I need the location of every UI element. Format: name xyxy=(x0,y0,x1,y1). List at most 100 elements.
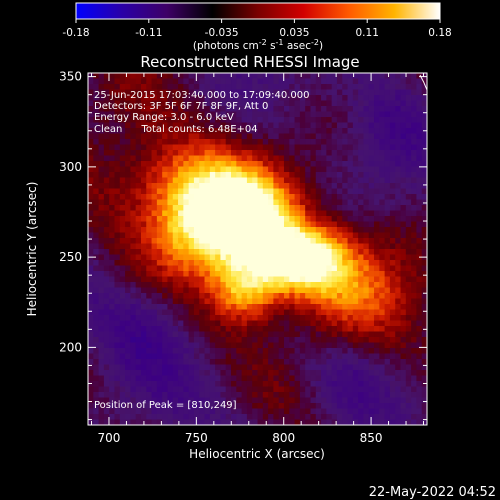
heatmap-cell xyxy=(305,232,312,239)
heatmap-cell xyxy=(262,370,269,377)
heatmap-cell xyxy=(395,117,402,124)
heatmap-cell xyxy=(199,309,206,316)
heatmap-cell xyxy=(368,155,375,162)
heatmap-cell xyxy=(395,106,402,113)
heatmap-cell xyxy=(135,111,142,118)
heatmap-cell xyxy=(411,386,418,393)
heatmap-cell xyxy=(379,408,386,415)
heatmap-cell xyxy=(363,408,370,415)
heatmap-cell xyxy=(252,320,259,327)
heatmap-cell xyxy=(342,205,349,212)
heatmap-cell xyxy=(310,183,317,190)
heatmap-cell xyxy=(151,403,158,410)
heatmap-cell xyxy=(140,337,147,344)
heatmap-cell xyxy=(109,381,116,388)
heatmap-cell xyxy=(156,238,163,245)
heatmap-cell xyxy=(93,111,100,118)
heatmap-cell xyxy=(310,326,317,333)
heatmap-cell xyxy=(342,348,349,355)
heatmap-cell xyxy=(262,205,269,212)
heatmap-cell xyxy=(379,183,386,190)
heatmap-cell xyxy=(326,309,333,316)
heatmap-cell xyxy=(305,320,312,327)
heatmap-cell xyxy=(140,78,147,85)
heatmap-cell xyxy=(246,232,253,239)
heatmap-cell xyxy=(305,364,312,371)
heatmap-cell xyxy=(140,194,147,201)
heatmap-cell xyxy=(405,227,412,234)
heatmap-cell xyxy=(326,320,333,327)
heatmap-cell xyxy=(146,326,153,333)
heatmap-cell xyxy=(199,100,206,107)
heatmap-cell xyxy=(331,150,338,157)
heatmap-cell xyxy=(421,155,427,162)
heatmap-cell xyxy=(273,381,280,388)
heatmap-cell xyxy=(289,172,296,179)
heatmap-cell xyxy=(236,133,243,140)
heatmap-cell xyxy=(252,117,259,124)
heatmap-cell xyxy=(231,348,237,355)
heatmap-cell xyxy=(204,183,211,190)
heatmap-cell xyxy=(363,89,370,96)
heatmap-cell xyxy=(167,188,174,195)
heatmap-cell xyxy=(384,183,391,190)
heatmap-cell xyxy=(305,172,312,179)
heatmap-cell xyxy=(109,276,116,283)
heatmap-cell xyxy=(310,73,317,80)
heatmap-cell xyxy=(268,326,274,333)
heatmap-cell xyxy=(146,128,153,135)
heatmap-cell xyxy=(183,260,190,267)
heatmap-cell xyxy=(114,78,121,85)
heatmap-cell xyxy=(146,183,153,190)
heatmap-cell xyxy=(114,227,121,234)
heatmap-cell xyxy=(130,161,137,168)
heatmap-cell xyxy=(336,243,343,250)
heatmap-cell xyxy=(119,282,126,289)
heatmap-cell xyxy=(156,414,163,421)
heatmap-cell xyxy=(310,95,317,102)
heatmap-cell xyxy=(331,221,338,228)
heatmap-cell xyxy=(299,353,306,360)
heatmap-cell xyxy=(268,243,274,250)
heatmap-cell xyxy=(347,276,354,283)
heatmap-cell xyxy=(273,348,280,355)
heatmap-cell xyxy=(283,265,290,272)
heatmap-cell xyxy=(411,177,418,184)
heatmap-cell xyxy=(347,95,354,102)
timestamp: 22-May-2022 04:52 xyxy=(369,485,496,500)
heatmap-cell xyxy=(331,265,338,272)
heatmap-cell xyxy=(140,260,147,267)
heatmap-cell xyxy=(358,375,365,382)
heatmap-cell xyxy=(172,166,179,173)
heatmap-cell xyxy=(225,392,232,399)
heatmap-cell xyxy=(305,122,312,129)
heatmap-cell xyxy=(209,95,216,102)
heatmap-cell xyxy=(358,287,365,294)
heatmap-cell xyxy=(358,89,365,96)
heatmap-cell xyxy=(268,100,274,107)
heatmap-cell xyxy=(114,320,121,327)
heatmap-cell xyxy=(162,183,169,190)
heatmap-cell xyxy=(358,370,365,377)
heatmap-cell xyxy=(336,414,343,421)
heatmap-cell xyxy=(241,150,248,157)
heatmap-cell xyxy=(188,89,195,96)
heatmap-cell xyxy=(278,128,285,135)
heatmap-cell xyxy=(231,359,237,366)
heatmap-cell xyxy=(178,397,184,404)
heatmap-cell xyxy=(241,381,248,388)
heatmap-cell xyxy=(178,337,184,344)
heatmap-cell xyxy=(283,89,290,96)
heatmap-cell xyxy=(294,155,301,162)
heatmap-cell xyxy=(374,348,380,355)
heatmap-cell xyxy=(400,397,407,404)
heatmap-cell xyxy=(273,386,280,393)
heatmap-cell xyxy=(363,106,370,113)
heatmap-cell xyxy=(321,177,327,184)
heatmap-cell xyxy=(88,337,94,344)
heatmap-cell xyxy=(352,161,359,168)
heatmap-cell xyxy=(88,161,94,168)
heatmap-cell xyxy=(315,95,322,102)
heatmap-cell xyxy=(236,183,243,190)
